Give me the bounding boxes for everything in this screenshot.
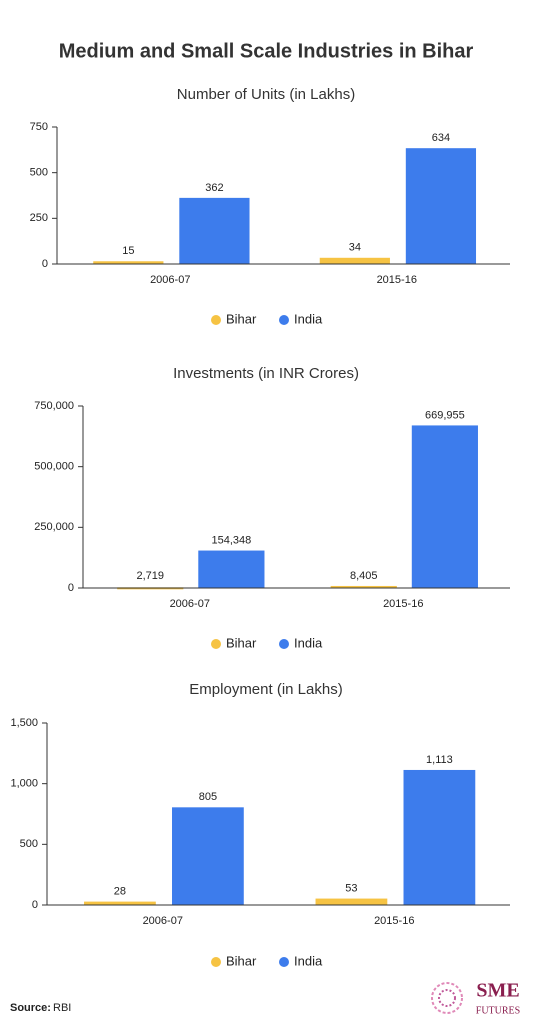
y-tick-label: 750: [30, 121, 48, 133]
legend-marker: [211, 957, 221, 967]
legend-label: India: [294, 311, 323, 326]
y-tick-label: 0: [32, 899, 38, 911]
y-tick-label: 750,000: [34, 400, 74, 412]
legend-marker: [279, 957, 289, 967]
legend-label: Bihar: [226, 311, 257, 326]
bar: [405, 148, 477, 264]
chart-subtitle: Employment (in Lakhs): [189, 681, 342, 698]
x-tick-label: 2015-16: [377, 274, 417, 286]
value-label: 15: [122, 245, 134, 257]
page-title: Medium and Small Scale Industries in Bih…: [59, 40, 474, 62]
legend-marker: [211, 315, 221, 325]
value-label: 154,348: [211, 534, 251, 546]
legend-label: Bihar: [226, 635, 257, 650]
bar: [84, 901, 156, 905]
bar: [411, 425, 478, 588]
value-label: 362: [205, 182, 223, 194]
value-label: 669,955: [425, 409, 465, 421]
value-label: 28: [114, 886, 126, 898]
bar: [315, 898, 388, 905]
value-label: 2,719: [136, 570, 164, 582]
value-label: 805: [199, 791, 217, 803]
legend-marker: [279, 639, 289, 649]
legend-marker: [279, 315, 289, 325]
legend-label: India: [294, 953, 323, 968]
y-tick-label: 1,000: [10, 778, 38, 790]
x-tick-label: 2015-16: [374, 915, 414, 927]
bar: [330, 585, 397, 588]
source-text: RBI: [53, 1002, 71, 1014]
bar: [93, 261, 164, 264]
bar: [179, 197, 250, 264]
chart-subtitle: Investments (in INR Crores): [173, 365, 359, 382]
x-tick-label: 2006-07: [143, 915, 183, 927]
value-label: 8,405: [350, 570, 378, 582]
bar: [172, 807, 244, 905]
logo-icon: [431, 982, 463, 1014]
bar: [319, 257, 390, 264]
value-label: 34: [349, 242, 361, 254]
y-tick-label: 500: [20, 838, 38, 850]
legend-label: Bihar: [226, 953, 257, 968]
y-tick-label: 0: [68, 582, 74, 594]
x-tick-label: 2006-07: [170, 598, 210, 610]
x-tick-label: 2006-07: [150, 274, 190, 286]
logo-bottom: FUTURES: [476, 1005, 520, 1016]
value-label: 634: [432, 132, 450, 144]
legend-label: India: [294, 635, 323, 650]
y-tick-label: 500: [30, 167, 48, 179]
x-tick-label: 2015-16: [383, 598, 423, 610]
y-tick-label: 0: [42, 258, 48, 270]
bar: [403, 769, 476, 905]
y-tick-label: 250,000: [34, 521, 74, 533]
source-label: Source:: [10, 1002, 51, 1014]
value-label: 53: [345, 882, 357, 894]
legend-marker: [211, 639, 221, 649]
y-tick-label: 1,500: [10, 717, 38, 729]
y-tick-label: 500,000: [34, 461, 74, 473]
bar: [198, 550, 265, 588]
value-label: 1,113: [426, 754, 453, 766]
logo-top: SME: [476, 980, 519, 1002]
y-tick-label: 250: [30, 212, 48, 224]
chart-subtitle: Number of Units (in Lakhs): [177, 86, 355, 103]
